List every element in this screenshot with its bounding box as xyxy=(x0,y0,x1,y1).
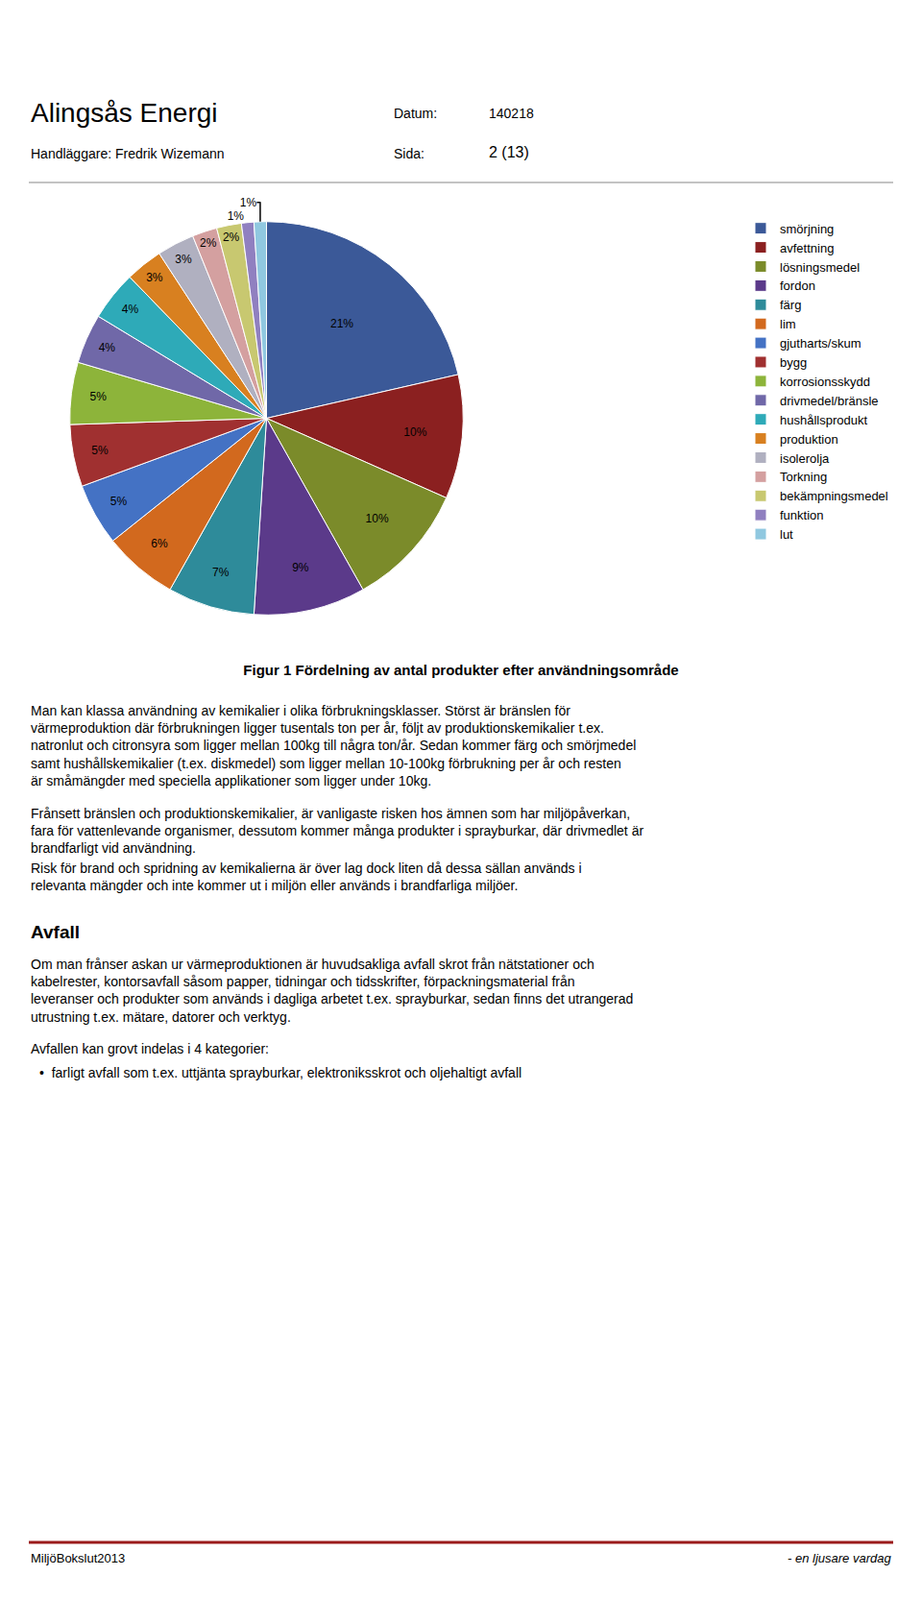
svg-text:Figur 1 Fördelning av antal pr: Figur 1 Fördelning av antal produkter ef… xyxy=(242,661,679,679)
svg-text:Sida:: Sida: xyxy=(393,145,425,162)
svg-text:2%: 2% xyxy=(222,230,241,244)
svg-text:140218: 140218 xyxy=(488,105,534,122)
svg-text:Datum:: Datum: xyxy=(393,105,437,122)
svg-text:gjutharts/skum: gjutharts/skum xyxy=(779,336,862,351)
svg-text:smörjning: smörjning xyxy=(779,221,834,237)
svg-text:4%: 4% xyxy=(121,302,140,316)
svg-text:lim: lim xyxy=(779,316,797,332)
svg-text:Frånsett bränslen och produkti: Frånsett bränslen och produktionskemikal… xyxy=(30,805,644,856)
svg-text:korrosionsskydd: korrosionsskydd xyxy=(779,374,871,389)
svg-text:fordon: fordon xyxy=(779,278,816,293)
svg-text:- en ljusare vardag: - en ljusare vardag xyxy=(787,1551,892,1566)
svg-text:5%: 5% xyxy=(91,443,109,458)
svg-text:bekämpningsmedel: bekämpningsmedel xyxy=(779,488,889,504)
svg-text:21%: 21% xyxy=(330,316,354,331)
svg-text:bygg: bygg xyxy=(779,355,807,370)
svg-text:4%: 4% xyxy=(98,340,117,355)
svg-text:10%: 10% xyxy=(403,425,427,439)
svg-text:avfettning: avfettning xyxy=(779,241,834,256)
svg-text:färg: färg xyxy=(779,297,801,313)
svg-text:5%: 5% xyxy=(90,389,108,404)
svg-text:2%: 2% xyxy=(199,236,218,250)
svg-text:lut: lut xyxy=(779,527,794,542)
svg-text:1%: 1% xyxy=(240,195,258,210)
svg-text:funktion: funktion xyxy=(779,508,825,523)
svg-text:5%: 5% xyxy=(110,494,128,509)
svg-text:• farligt avfall som t.ex. ut: • farligt avfall som t.ex. uttjänta spra… xyxy=(39,1065,522,1081)
svg-text:3%: 3% xyxy=(145,270,164,285)
svg-text:Risk för brand och spridning a: Risk för brand och spridning av kemikali… xyxy=(30,860,583,894)
svg-text:2 (13): 2 (13) xyxy=(488,144,530,161)
svg-text:isolerolja: isolerolja xyxy=(779,451,830,466)
svg-text:lösningsmedel: lösningsmedel xyxy=(779,260,860,275)
svg-text:1%: 1% xyxy=(227,209,245,223)
svg-text:3%: 3% xyxy=(174,252,193,267)
svg-text:10%: 10% xyxy=(365,511,389,526)
svg-text:Handläggare: Fredrik Wizemann: Handläggare: Fredrik Wizemann xyxy=(30,145,225,162)
svg-text:MiljöBokslut2013: MiljöBokslut2013 xyxy=(30,1551,125,1566)
svg-text:Avfall: Avfall xyxy=(30,922,80,943)
svg-text:hushållsprodukt: hushållsprodukt xyxy=(779,412,868,428)
svg-text:9%: 9% xyxy=(291,560,310,575)
svg-text:Man kan klassa användning av k: Man kan klassa användning av kemikalier … xyxy=(30,703,636,789)
svg-text:Om man frånser askan ur värmep: Om man frånser askan ur värmeproduktione… xyxy=(30,956,633,1025)
svg-text:7%: 7% xyxy=(212,565,230,580)
svg-text:produktion: produktion xyxy=(779,432,839,447)
svg-text:Alingsås Energi: Alingsås Energi xyxy=(30,97,219,128)
svg-text:drivmedel/bränsle: drivmedel/bränsle xyxy=(779,393,879,409)
svg-text:Avfallen kan grovt indelas i 4: Avfallen kan grovt indelas i 4 kategorie… xyxy=(30,1041,269,1057)
svg-text:Torkning: Torkning xyxy=(779,469,827,485)
svg-text:6%: 6% xyxy=(150,536,169,551)
